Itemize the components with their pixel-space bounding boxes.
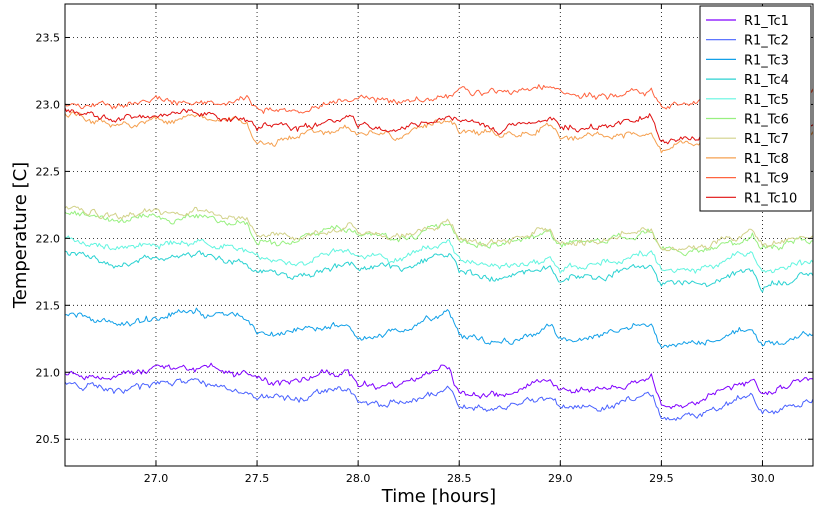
series-line-r1-tc5 [64,235,814,274]
x-tick-label: 28.5 [447,472,472,485]
legend-label: R1_Tc7 [744,132,789,147]
legend-label: R1_Tc3 [744,53,789,68]
series-line-r1-tc6 [64,210,814,257]
legend-label: R1_Tc9 [744,172,789,187]
series-line-r1-tc3 [64,307,814,348]
series-line-r1-tc10 [64,107,814,145]
x-tick-label: 30.0 [750,472,775,485]
y-tick-label: 23.0 [36,98,61,111]
legend-label: R1_Tc1 [744,14,789,29]
grid-lines [65,4,813,466]
legend: R1_Tc1 R1_Tc2 R1_Tc3 R1_Tc4 R1_Tc5 R1_Tc6 R1_T… [699,5,812,212]
series-line-r1-tc8 [64,111,814,154]
legend-label: R1_Tc5 [744,93,789,108]
series-line-r1-tc1 [64,362,814,410]
x-tick-label: 29.0 [548,472,573,485]
legend-label: R1_Tc6 [744,113,789,128]
series-line-r1-tc4 [64,250,814,293]
y-tick-label: 22.0 [36,232,61,245]
axis-ticks: 27.0 27.5 28.0 28.5 29.0 29.5 30.0 20.5 21.0 21.5… [36,4,813,485]
y-tick-label: 22.5 [36,165,61,178]
x-tick-label: 27.5 [245,472,270,485]
plot-frame [64,3,814,467]
legend-label: R1_Tc2 [744,34,789,49]
y-tick-label: 20.5 [36,433,61,446]
series-line-r1-tc9 [64,84,814,114]
y-axis-label: Temperature [C] [10,162,31,309]
y-tick-label: 23.5 [36,31,61,44]
x-axis-label: Time [hours] [381,486,496,507]
series-lines [64,84,814,421]
series-line-r1-tc2 [64,378,814,421]
series-line-r1-tc7 [64,205,814,252]
legend-label: R1_Tc8 [744,152,789,167]
legend-label: R1_Tc4 [744,73,789,88]
x-tick-label: 27.0 [144,472,169,485]
legend-label: R1_Tc10 [744,191,797,206]
y-tick-label: 21.0 [36,366,61,379]
x-tick-label: 29.5 [649,472,674,485]
y-tick-label: 21.5 [36,299,61,312]
x-tick-label: 28.0 [346,472,371,485]
